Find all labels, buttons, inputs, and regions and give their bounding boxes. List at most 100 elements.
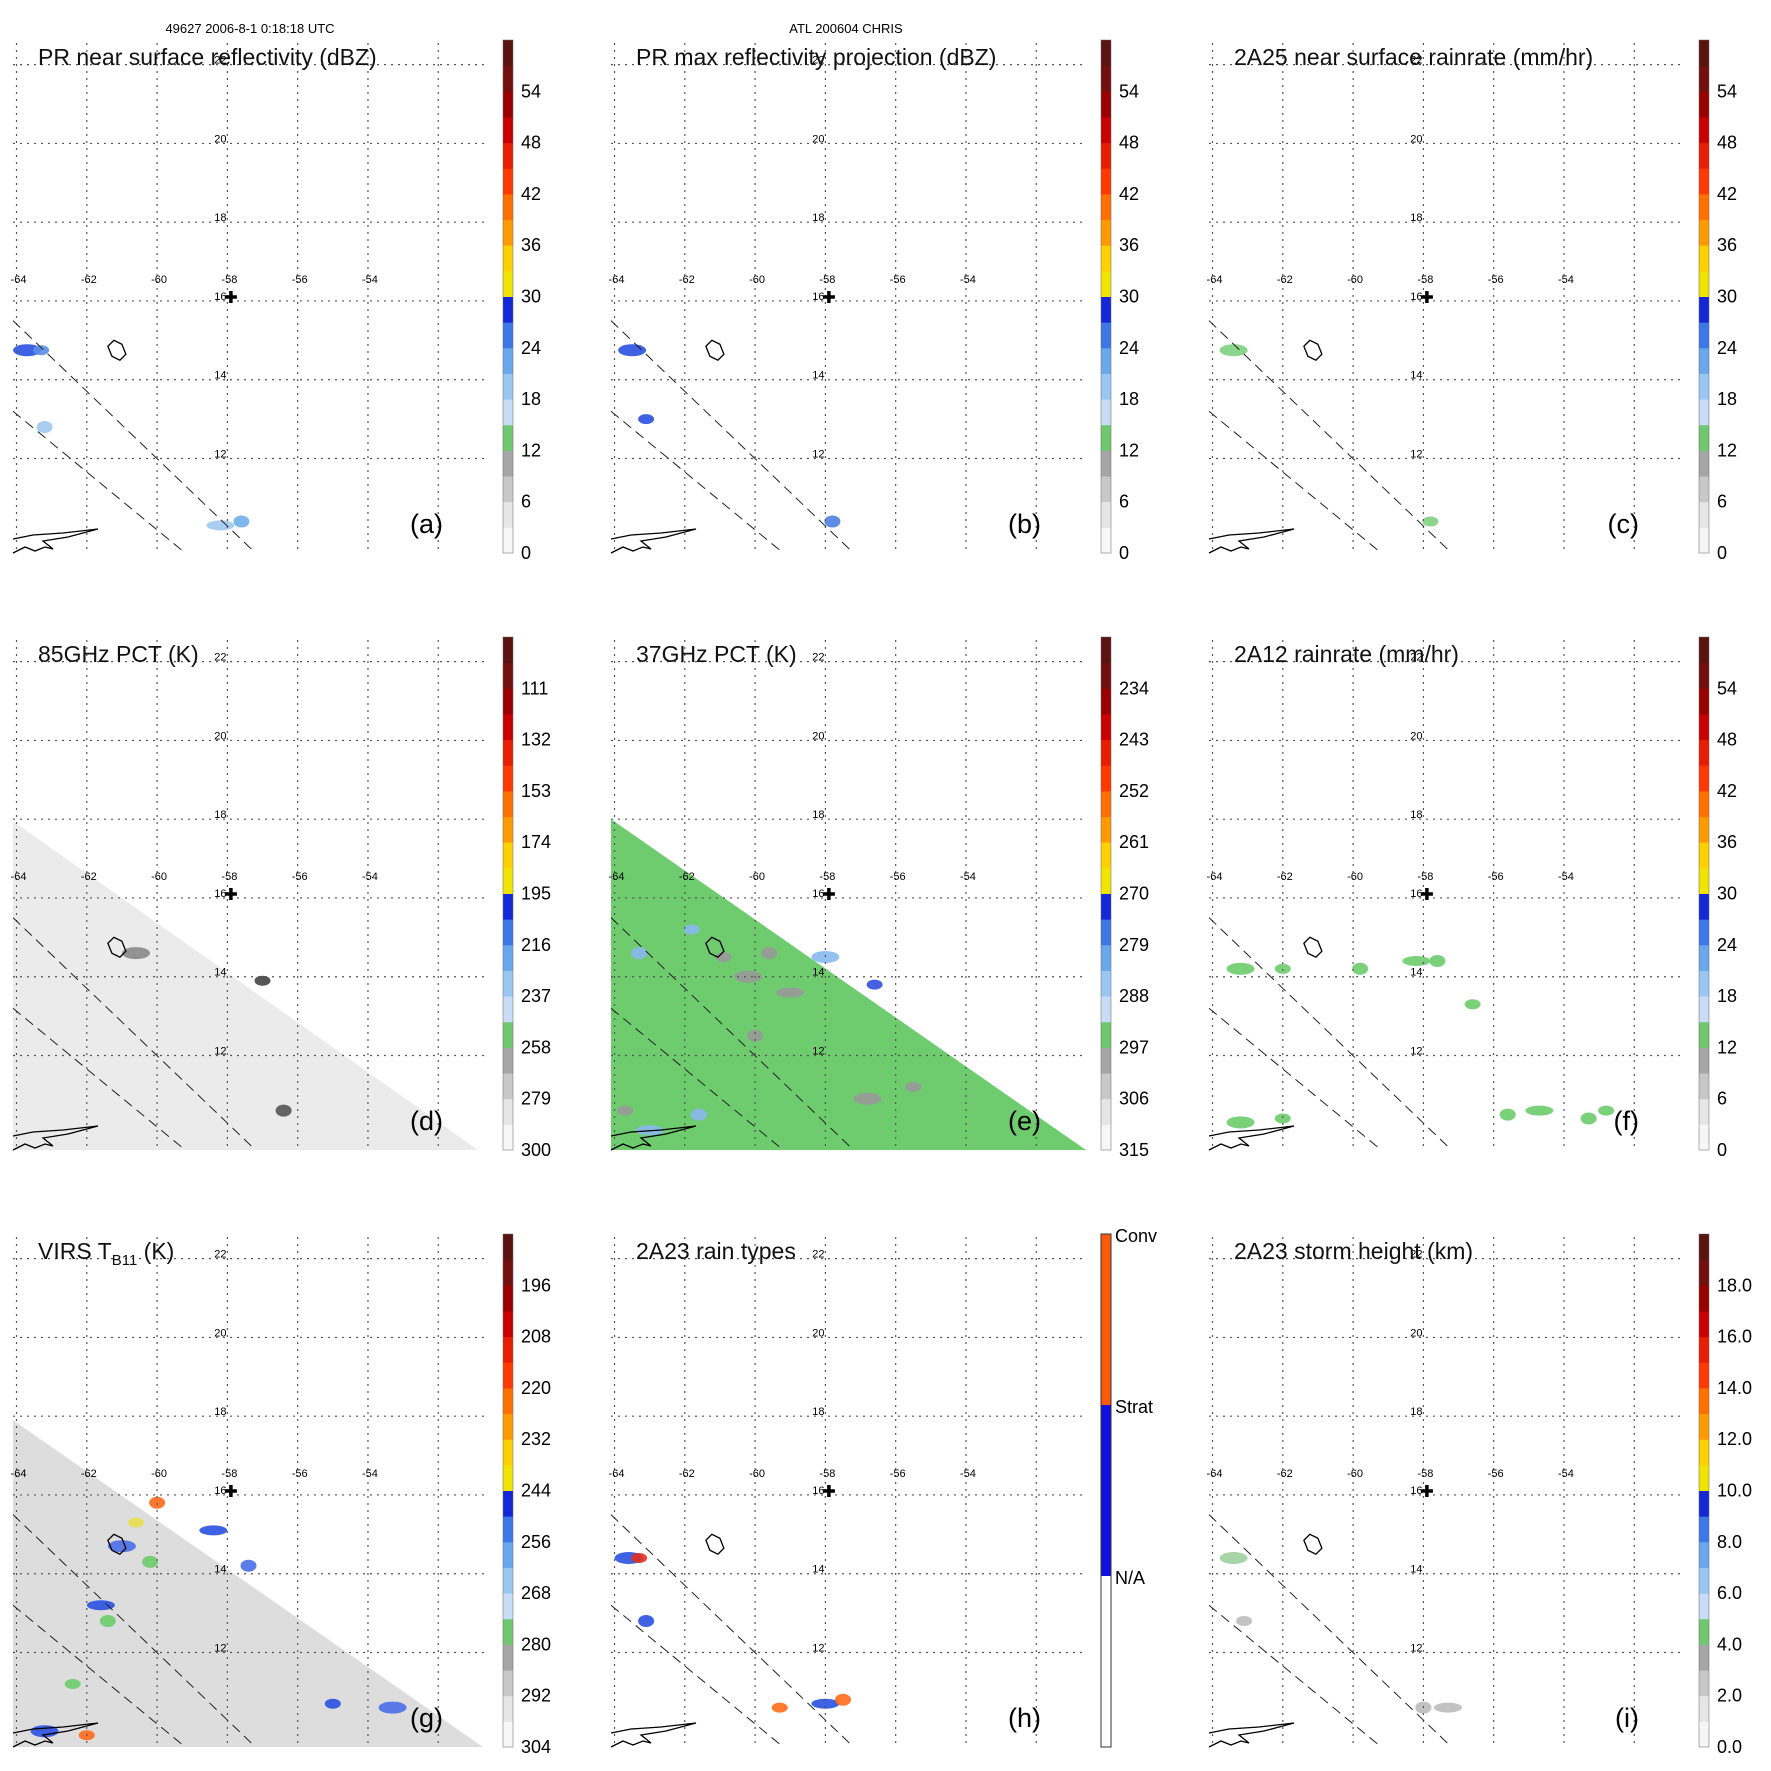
colorbar-tick-label: 2.0 xyxy=(1717,1686,1742,1706)
panel-g: -64 -62 -60 -58 -56 -54 12 14 16 18 20 22 VIRS TB11 … xyxy=(11,1233,551,1757)
lat-tick-label: 22 xyxy=(1410,55,1422,67)
lat-tick-label: 12 xyxy=(1410,1045,1422,1057)
lat-tick-label: 20 xyxy=(1410,730,1422,742)
colorbar-tick-label: 297 xyxy=(1119,1037,1149,1057)
pr-swath-edge xyxy=(1208,320,1452,554)
colorbar-tick-label: 6 xyxy=(1119,492,1129,512)
colorbar-segment xyxy=(1101,996,1111,1023)
colorbar-tick-label: 48 xyxy=(521,133,541,153)
echo-cell xyxy=(683,924,700,935)
colorbar-segment xyxy=(1699,713,1709,741)
colorbar-segment xyxy=(503,1073,513,1100)
colorbar-tick-label: 18.0 xyxy=(1717,1275,1752,1295)
echo-cell xyxy=(1499,1108,1516,1121)
lat-tick-label: 20 xyxy=(812,1327,824,1339)
echo-cell xyxy=(1226,1116,1255,1129)
lat-tick-label: 18 xyxy=(1410,809,1422,821)
colorbar-tick-label: 6.0 xyxy=(1717,1583,1742,1603)
south-america-coastline xyxy=(610,1722,697,1748)
colorbar-tick-label: 24 xyxy=(1717,338,1737,358)
echo-cell xyxy=(233,515,250,528)
echo-cell xyxy=(734,970,763,983)
colorbar-segment xyxy=(503,1541,513,1568)
colorbar-segment xyxy=(1699,842,1709,869)
echo-cell xyxy=(631,1553,648,1563)
colorbar-tick-label: 288 xyxy=(1119,986,1149,1006)
colorbar-segment xyxy=(503,816,513,843)
lon-tick-label: -64 xyxy=(1207,274,1223,286)
lat-tick-label: 16 xyxy=(812,291,824,303)
lon-tick-label: -62 xyxy=(679,871,695,883)
echo-cell xyxy=(149,1496,166,1509)
colorbar-segment xyxy=(1699,1670,1709,1697)
colorbar-segment xyxy=(503,245,513,272)
colorbar-tick-label: 30 xyxy=(521,287,541,307)
echo-cell xyxy=(776,987,805,998)
lon-tick-label: -64 xyxy=(609,871,625,883)
colorbar-segment xyxy=(1699,1124,1709,1151)
lat-tick-label: 12 xyxy=(214,1045,226,1057)
colorbar-segment xyxy=(1699,790,1709,818)
lon-tick-label: -62 xyxy=(1277,274,1293,286)
colorbar-frame xyxy=(1698,636,1710,1151)
colorbar-segment xyxy=(503,919,513,946)
colorbar-segment xyxy=(1101,193,1111,221)
lat-tick-label: 14 xyxy=(214,370,226,382)
colorbar-segment xyxy=(1699,476,1709,503)
colorbar-segment xyxy=(1699,1362,1709,1389)
colorbar-tick-label: 16.0 xyxy=(1717,1327,1752,1347)
echo-cell xyxy=(324,1698,341,1709)
colorbar-segment xyxy=(1699,296,1709,323)
colorbar-segment xyxy=(1699,91,1709,118)
colorbar-tick-label: 234 xyxy=(1119,678,1149,698)
storm-center-icon xyxy=(224,888,237,901)
lon-tick-label: -64 xyxy=(1207,1468,1223,1480)
colorbar-frame xyxy=(1698,1233,1710,1748)
orbit-time-label: 49627 2006-8-1 0:18:18 UTC xyxy=(165,21,334,36)
colorbar-tick-label: 18 xyxy=(521,389,541,409)
echo-cell xyxy=(378,1701,407,1714)
panel-letter: (g) xyxy=(410,1703,443,1733)
panel-title: 85GHz PCT (K) xyxy=(38,641,199,667)
colorbar-frame xyxy=(502,1233,514,1748)
colorbar-segment xyxy=(503,1618,513,1645)
colorbar-tick-label: 54 xyxy=(1717,678,1737,698)
lat-tick-label: 18 xyxy=(214,809,226,821)
colorbar-segment xyxy=(503,1695,513,1722)
colorbar-segment xyxy=(1699,373,1709,400)
panel-title: 2A23 rain types xyxy=(636,1238,796,1264)
colorbar-tick-label: N/A xyxy=(1115,1568,1145,1588)
colorbar-tick-label: 279 xyxy=(1119,935,1149,955)
lat-tick-label: 20 xyxy=(1410,133,1422,145)
colorbar-segment xyxy=(503,996,513,1023)
lon-tick-label: -60 xyxy=(151,871,167,883)
lat-tick-label: 18 xyxy=(812,1406,824,1418)
lat-tick-label: 22 xyxy=(812,652,824,664)
colorbar-segment xyxy=(1101,816,1111,843)
pr-swath-edge xyxy=(12,1604,186,1748)
colorbar-tick-label: 132 xyxy=(521,730,551,750)
colorbar-segment xyxy=(1101,450,1111,477)
colorbar-tick-label: 18 xyxy=(1119,389,1139,409)
colorbar-segment xyxy=(1699,168,1709,195)
colorbar-tick-label: 0 xyxy=(521,543,531,563)
lon-tick-label: -56 xyxy=(1488,871,1504,883)
lon-tick-label: -54 xyxy=(960,871,976,883)
south-america-coastline xyxy=(1208,528,1295,554)
colorbar-segment xyxy=(1699,1413,1709,1440)
south-america-coastline xyxy=(610,1125,697,1151)
panel-e: -64 -62 -60 -58 -56 -54 12 14 16 18 20 22 37GHz PCT … xyxy=(609,636,1149,1160)
colorbar-tick-label: 270 xyxy=(1119,884,1149,904)
colorbar-tick-label: 54 xyxy=(1717,81,1737,101)
colorbar-segment xyxy=(1699,919,1709,946)
lat-tick-label: 22 xyxy=(214,652,226,664)
colorbar-segment xyxy=(503,1285,513,1312)
pr-swath-edge xyxy=(12,1007,186,1151)
colorbar-tick-label: 24 xyxy=(1717,935,1737,955)
echo-cell xyxy=(128,1517,144,1528)
colorbar-tick-label: 300 xyxy=(521,1140,551,1160)
colorbar-tick-label: 256 xyxy=(521,1532,551,1552)
colorbar-tick-label: 12 xyxy=(1717,1037,1737,1057)
lon-tick-label: -54 xyxy=(362,1468,378,1480)
